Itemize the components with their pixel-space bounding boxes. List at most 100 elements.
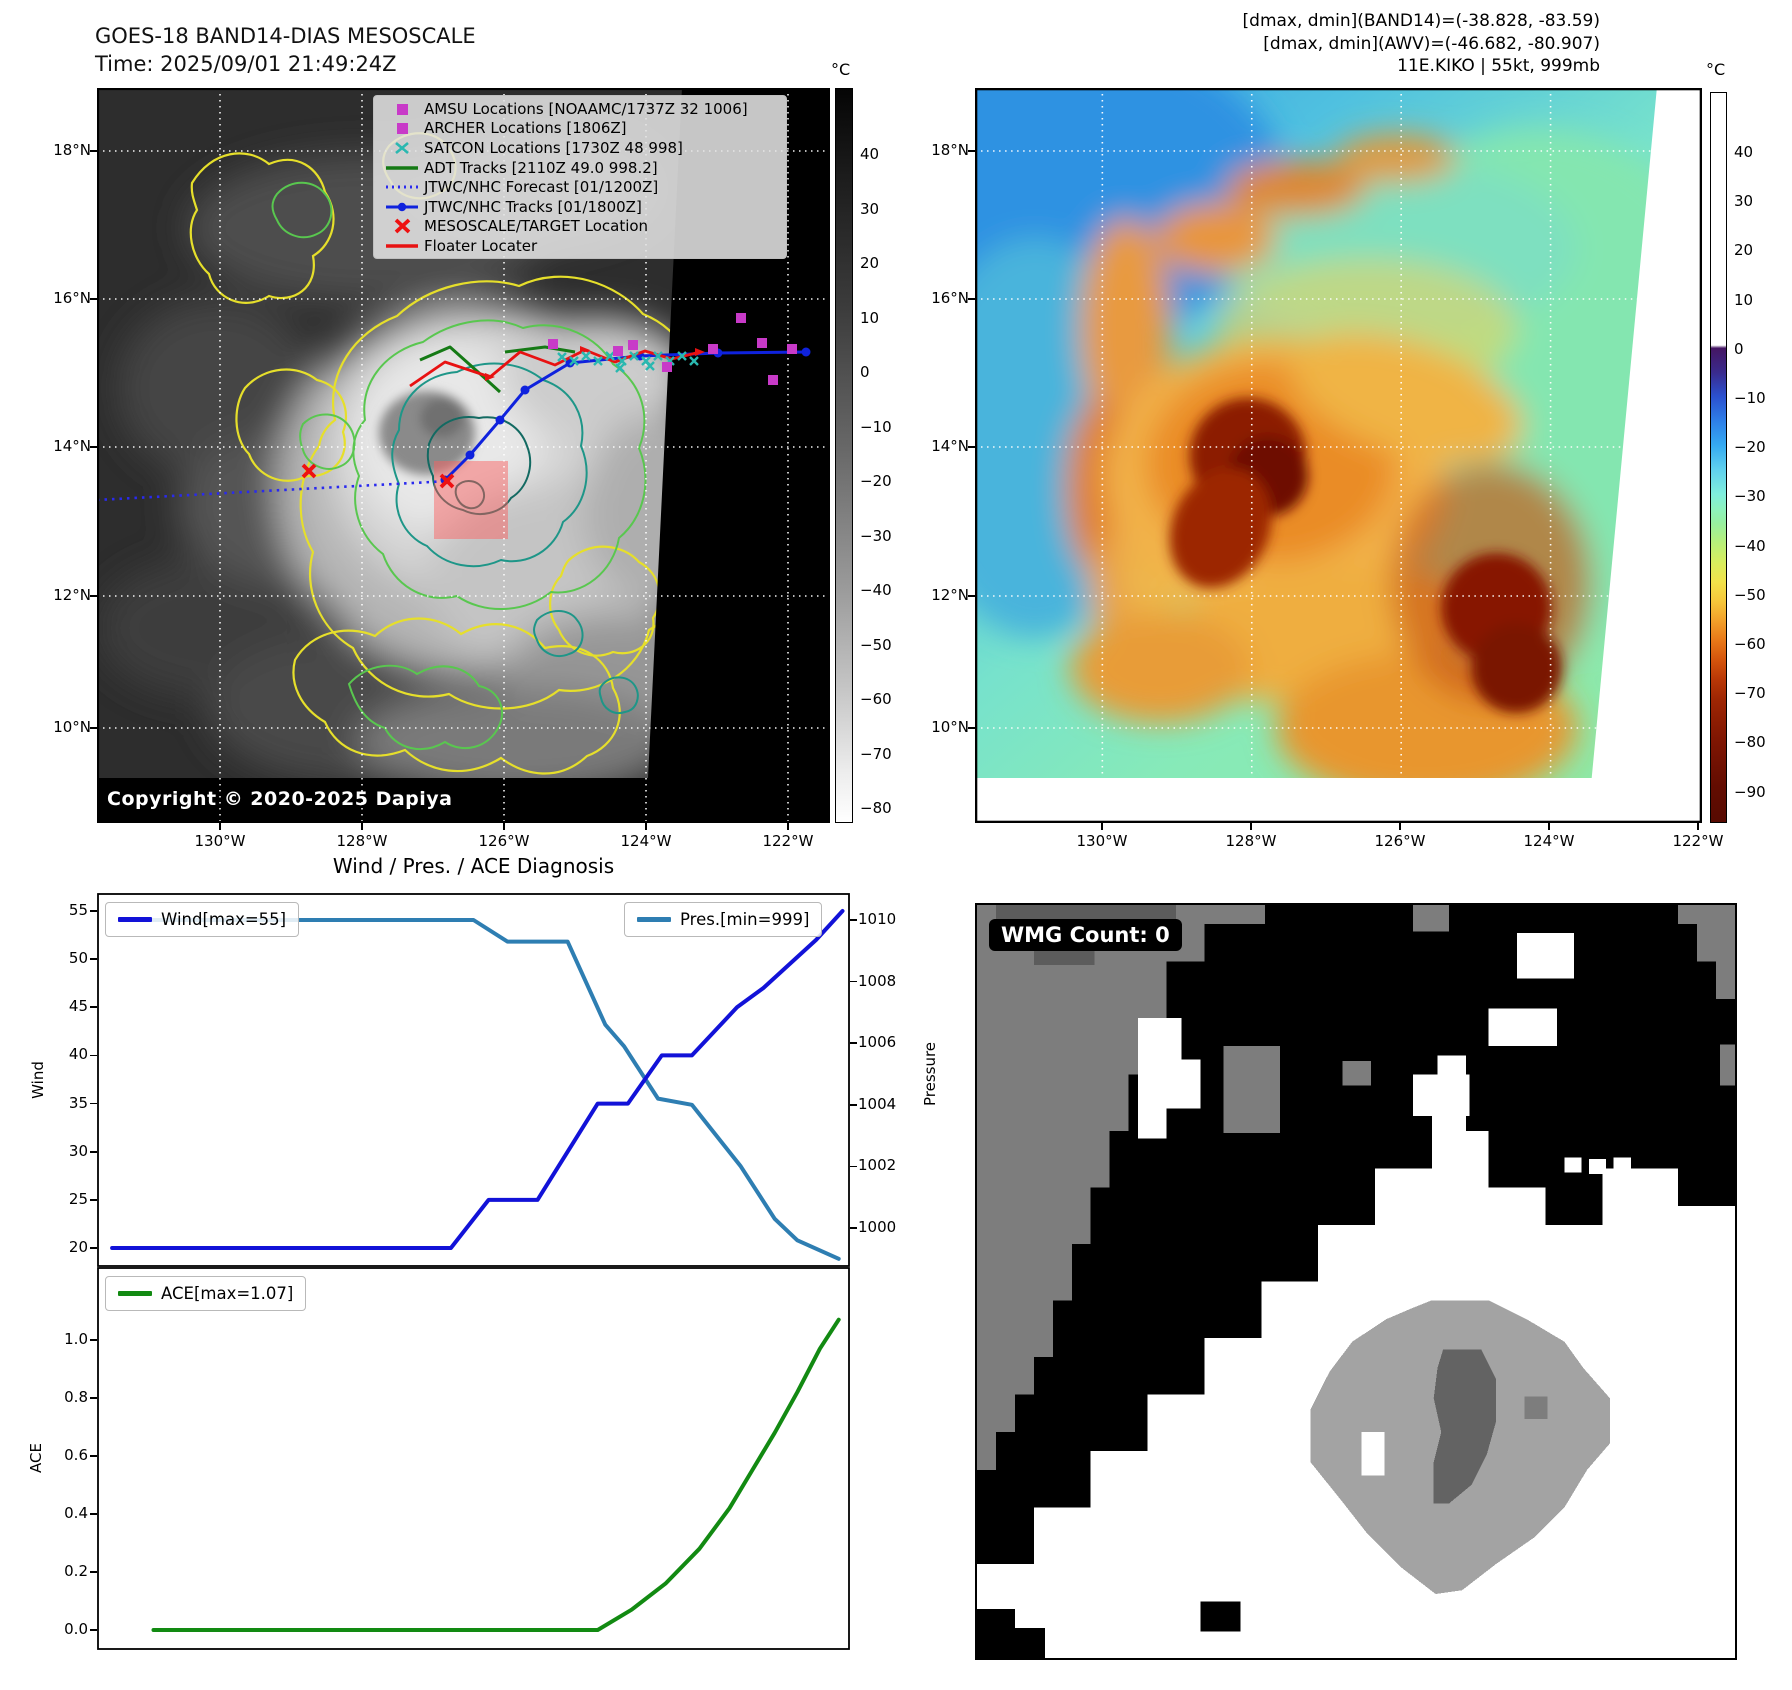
wmg-count-badge: WMG Count: 0 — [989, 919, 1182, 951]
wind-tick — [90, 1102, 97, 1105]
pressure-tick — [850, 1042, 857, 1044]
left-map-x-tick — [645, 823, 647, 830]
ace-tick — [90, 1513, 97, 1515]
right-colorbar — [1710, 92, 1727, 823]
ace-tick-label: 0.8 — [64, 1388, 88, 1406]
legend-item-label: Floater Locater — [424, 236, 538, 255]
right-map-x-tick-label: 128°W — [1225, 832, 1277, 850]
wind-tick — [90, 1247, 97, 1249]
left-map-y-tick — [90, 446, 97, 448]
pressure-tick — [850, 1227, 857, 1229]
ace-tick — [90, 1455, 97, 1457]
legend-line-swatch — [118, 917, 152, 922]
pressure-tick-label: 1000 — [858, 1218, 897, 1236]
square-marker-icon — [380, 119, 424, 137]
ace-tick — [90, 1571, 97, 1573]
left-colorbar-tick: −20 — [860, 472, 892, 490]
left-colorbar-tick: −30 — [860, 526, 892, 545]
right-map-y-tick-label: 10°N — [931, 718, 969, 736]
right-colorbar-tick: −90 — [1734, 782, 1766, 801]
left-colorbar-tick: −60 — [860, 690, 892, 708]
wind-tick — [90, 958, 97, 960]
ace-chart — [97, 1267, 850, 1650]
wind-tick — [90, 1199, 97, 1201]
ace-tick — [90, 1397, 97, 1399]
page-subtitle-time: Time: 2025/09/01 21:49:24Z — [95, 52, 397, 76]
map-legend: AMSU Locations [NOAAMC/1737Z 32 1006] ARC… — [373, 95, 787, 259]
ace-legend: ACE[max=1.07] — [105, 1276, 307, 1311]
right-map-y-tick-label: 16°N — [931, 289, 969, 307]
right-colorbar-unit: °C — [1706, 60, 1726, 79]
right-map-x-tick — [1101, 823, 1103, 830]
wind-tick-label: 25 — [68, 1189, 88, 1208]
right-colorbar-tick: −70 — [1734, 684, 1766, 703]
pressure-tick — [850, 980, 857, 983]
right-map-y-tick-label: 14°N — [931, 437, 969, 455]
right-map-y-tick — [968, 595, 975, 597]
ace-tick — [90, 1339, 97, 1341]
wind-tick-label: 35 — [68, 1093, 88, 1112]
left-colorbar-tick: −50 — [860, 635, 892, 654]
left-map-y-tick-label: 14°N — [53, 437, 91, 455]
right-colorbar-tick: 0 — [1734, 339, 1744, 358]
legend-line-swatch — [637, 917, 671, 922]
wind-pressure-chart — [97, 893, 850, 1267]
left-map-x-tick-label: 124°W — [620, 832, 672, 850]
wind-tick-label: 40 — [68, 1045, 88, 1064]
left-map-y-tick-label: 18°N — [53, 141, 91, 159]
left-map-x-tick-label: 130°W — [194, 832, 246, 850]
left-map-x-tick-label: 126°W — [478, 832, 530, 850]
wind-tick-label: 20 — [68, 1238, 88, 1256]
legend-item: JTWC/NHC Tracks [01/1800Z] — [380, 197, 786, 217]
right-map-x-tick — [1548, 823, 1550, 830]
left-colorbar-tick: −10 — [860, 417, 892, 436]
legend-item: AMSU Locations [NOAAMC/1737Z 32 1006] — [380, 99, 786, 119]
right-map-y-tick-label: 12°N — [931, 586, 969, 604]
legend-item: Floater Locater — [380, 236, 786, 256]
legend-item-label: MESOSCALE/TARGET Location — [424, 217, 649, 236]
pressure-tick-label: 1002 — [858, 1156, 897, 1175]
right-colorbar-tick: 10 — [1734, 290, 1754, 309]
wind-tick-label: 30 — [68, 1141, 88, 1160]
dmax-dmin-awv: [dmax, dmin](AWV)=(-46.682, -80.907) — [1263, 33, 1600, 54]
left-map-y-tick-label: 16°N — [53, 289, 91, 307]
right-colorbar-tick: −40 — [1734, 536, 1766, 555]
right-map-y-tick — [968, 298, 975, 300]
legend-item-label: SATCON Locations [1730Z 48 998] — [424, 138, 683, 157]
pressure-tick — [850, 1104, 857, 1106]
right-map-x-tick — [1697, 823, 1699, 830]
wmg-center-core — [1433, 1349, 1497, 1504]
right-colorbar-tick: −50 — [1734, 585, 1766, 604]
left-colorbar-tick: −40 — [860, 581, 892, 599]
dmax-dmin-band14: [dmax, dmin](BAND14)=(-38.828, -83.59) — [1242, 11, 1600, 31]
wind-legend: Wind[max=55] — [105, 902, 300, 937]
pressure-tick-label: 1008 — [858, 971, 897, 990]
storm-id-intensity: 11E.KIKO | 55kt, 999mb — [1397, 56, 1600, 76]
line-marker-icon — [380, 159, 424, 177]
left-colorbar-tick: −70 — [860, 744, 892, 763]
right-map-y-tick-label: 18°N — [931, 141, 969, 159]
right-map-x-tick-label: 122°W — [1672, 832, 1724, 850]
x-bold-marker-icon — [380, 217, 424, 235]
left-map-y-tick — [90, 727, 97, 729]
legend-item-label: AMSU Locations [NOAAMC/1737Z 32 1006] — [424, 99, 748, 118]
pressure-legend: Pres.[min=999] — [624, 902, 823, 937]
left-colorbar-tick: 20 — [860, 254, 880, 272]
ace-tick-label: 0.4 — [64, 1504, 88, 1522]
wmg-white-holes — [1138, 933, 1631, 1175]
mesoscale-target-box — [434, 461, 508, 539]
legend-item-label: JTWC/NHC Tracks [01/1800Z] — [424, 197, 642, 216]
right-colorbar-tick: 20 — [1734, 241, 1754, 260]
left-map-x-tick — [503, 823, 505, 830]
left-map-x-tick — [787, 823, 789, 830]
legend-item: ADT Tracks [2110Z 49.0 998.2] — [380, 158, 786, 178]
legend-item: ARCHER Locations [1806Z] — [380, 119, 786, 139]
pressure-axis-label: Pressure — [921, 1041, 939, 1107]
wmg-corner-black — [977, 1609, 1046, 1658]
left-map-x-tick-label: 122°W — [762, 832, 814, 850]
x-marker-icon — [380, 139, 424, 157]
wind-tick — [90, 1054, 97, 1057]
line-marker-icon — [380, 237, 424, 255]
contours-teal — [391, 362, 639, 714]
